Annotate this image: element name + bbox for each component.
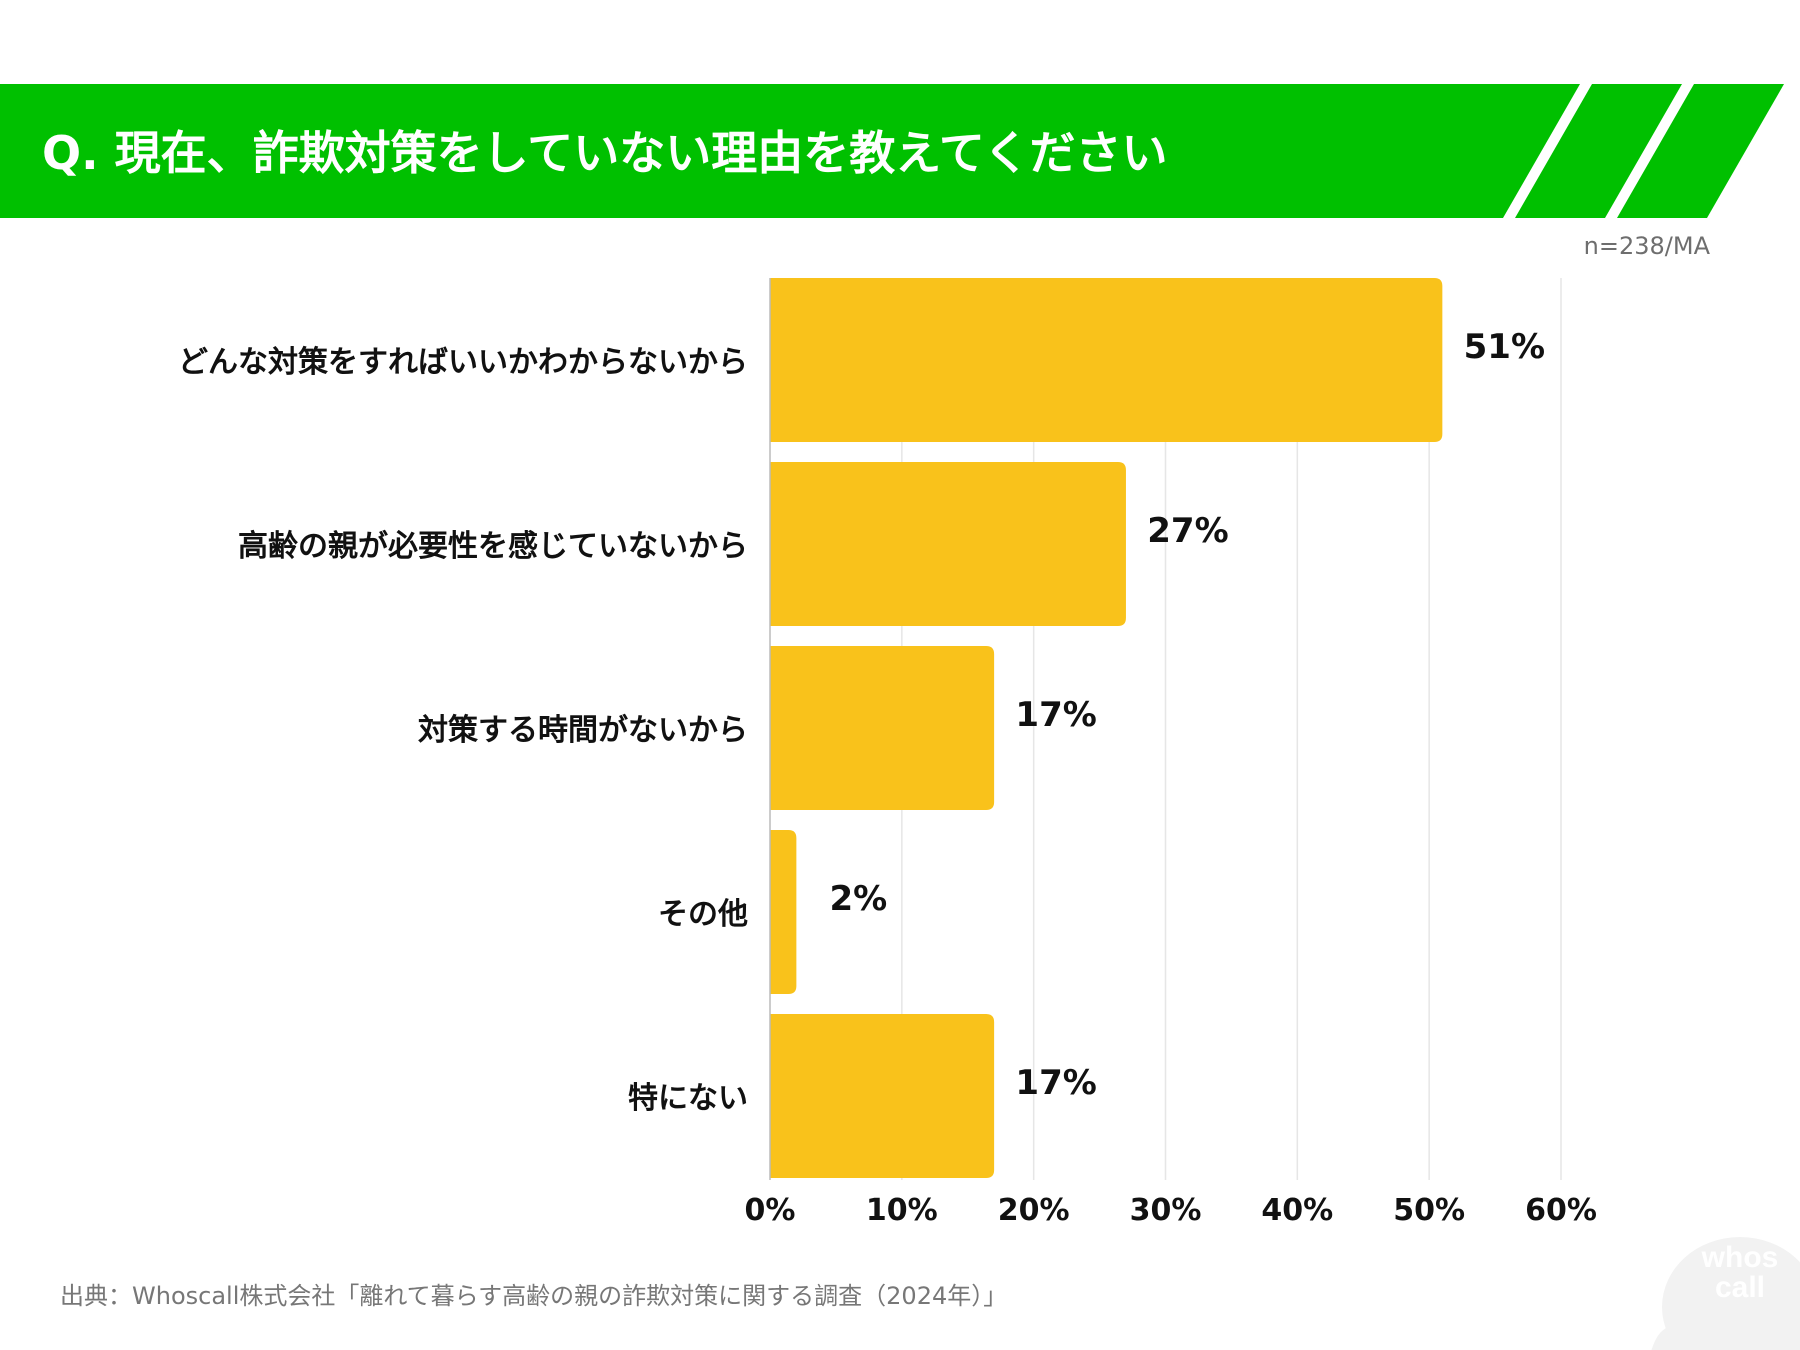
category-label: どんな対策をすればいいかわからないから	[178, 345, 748, 380]
category-label: 対策する時間がないから	[418, 713, 748, 748]
value-label: 27%	[1147, 511, 1228, 551]
x-tick-label: 60%	[1525, 1193, 1597, 1228]
category-label: 特にない	[628, 1081, 748, 1116]
title-banner: Q. 現在、詐欺対策をしていない理由を教えてください	[0, 0, 1800, 240]
bar	[770, 646, 995, 810]
bar	[770, 1014, 995, 1178]
value-label: 17%	[1015, 695, 1096, 735]
logo-text-line1: whos	[1701, 1241, 1779, 1274]
x-tick-label: 20%	[998, 1193, 1070, 1228]
banner-background	[0, 84, 1580, 218]
x-tick-label: 0%	[745, 1193, 796, 1228]
bar	[770, 278, 1443, 442]
bar-chart: 0% 10% 20% 30% 40% 50% 60% どんな対策をすればいいかわからないから 5…	[178, 278, 1597, 1228]
x-tick-label: 30%	[1130, 1193, 1202, 1228]
value-label: 51%	[1464, 327, 1545, 367]
sample-size-label: n=238/MA	[1583, 232, 1710, 260]
x-tick-label: 50%	[1393, 1193, 1465, 1228]
source-note: 出典：Whoscall株式会社「離れて暮らす高齢の親の詐欺対策に関する調査（20…	[60, 1282, 1008, 1310]
banner-stripe-1	[1515, 84, 1682, 218]
value-label: 17%	[1015, 1063, 1096, 1103]
bar	[770, 830, 797, 994]
banner-stripe-2	[1617, 84, 1784, 218]
x-tick-label: 10%	[866, 1193, 938, 1228]
category-label: その他	[658, 897, 748, 932]
whoscall-logo: whos call	[1651, 1237, 1800, 1350]
category-label: 高齢の親が必要性を感じていないから	[238, 529, 748, 564]
chart-title: Q. 現在、詐欺対策をしていない理由を教えてください	[42, 126, 1168, 180]
value-label: 2%	[829, 879, 887, 919]
x-tick-label: 40%	[1261, 1193, 1333, 1228]
bar	[770, 462, 1126, 626]
logo-text-line2: call	[1715, 1271, 1765, 1304]
